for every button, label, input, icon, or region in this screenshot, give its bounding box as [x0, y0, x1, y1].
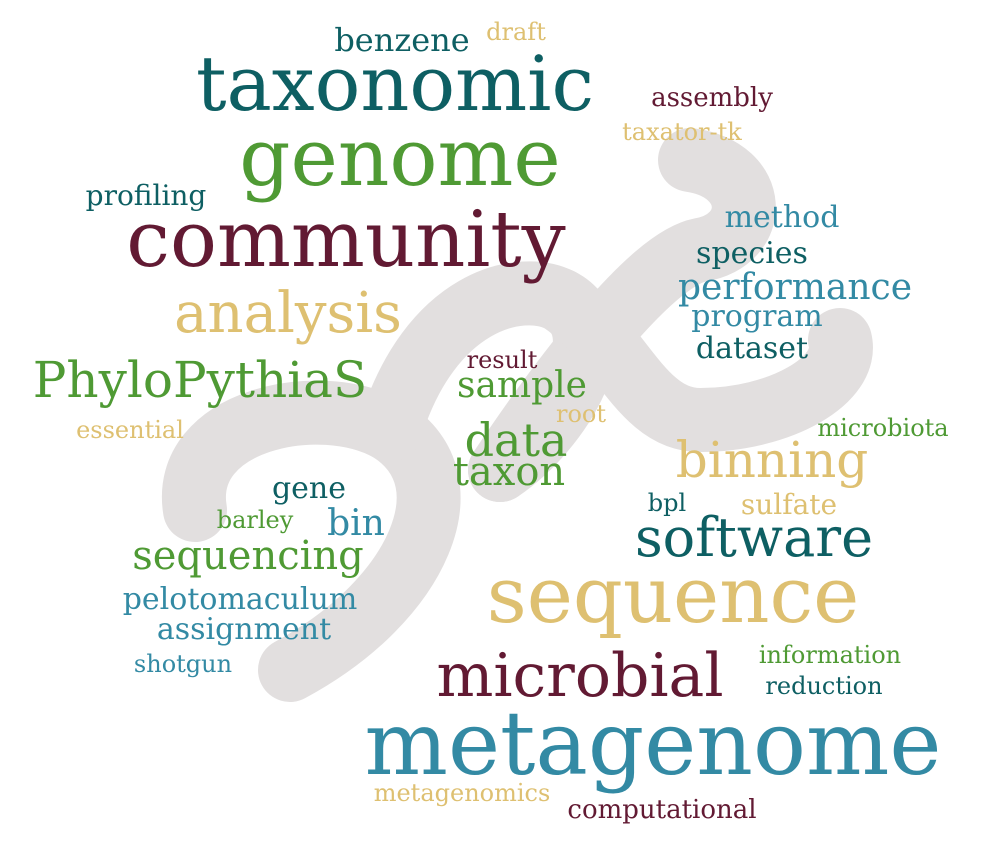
word-method: method [724, 200, 840, 235]
word-program: program [691, 299, 823, 334]
word-taxator-tk: taxator-tk [622, 118, 742, 146]
word-community: community [126, 195, 566, 285]
word-computational: computational [567, 795, 757, 825]
word-microbiota: microbiota [817, 414, 949, 442]
word-microbial: microbial [436, 641, 724, 711]
word-shotgun: shotgun [133, 650, 233, 678]
word-sequencing: sequencing [132, 533, 364, 579]
word-assembly: assembly [651, 83, 773, 113]
word-bpl: bpl [647, 489, 687, 517]
word-taxon: taxon [452, 449, 566, 495]
word-barley: barley [216, 506, 294, 534]
word-dataset: dataset [695, 331, 809, 366]
word-information: information [758, 641, 902, 669]
word-draft: draft [486, 18, 546, 46]
word-software: software [634, 506, 874, 569]
word-gene: gene [271, 471, 347, 506]
word-profiling: profiling [85, 179, 207, 212]
word-sequence: sequence [486, 551, 860, 641]
word-assignment: assignment [156, 612, 332, 647]
word-benzene: benzene [334, 21, 470, 59]
word-result: result [466, 346, 538, 374]
word-reduction: reduction [765, 672, 883, 700]
word-genome: genome [239, 111, 561, 204]
word-metagenome: metagenome [364, 692, 942, 795]
word-metagenomics: metagenomics [373, 779, 551, 807]
word-root: root [555, 400, 607, 428]
word-binning: binning [675, 431, 869, 489]
word-essential: essential [76, 416, 184, 444]
word-data: data [464, 413, 568, 467]
word-analysis: analysis [174, 281, 402, 346]
word-sample: sample [457, 365, 587, 406]
word-taxonomic: taxonomic [195, 39, 595, 128]
word-sulfate: sulfate [740, 488, 838, 521]
word-performance: performance [677, 267, 913, 308]
word-bin: bin [327, 503, 385, 544]
word-species: species [696, 236, 808, 271]
word-phylopythias: PhyloPythiaS [32, 351, 368, 409]
word-pelotomaculum: pelotomaculum [122, 582, 358, 617]
